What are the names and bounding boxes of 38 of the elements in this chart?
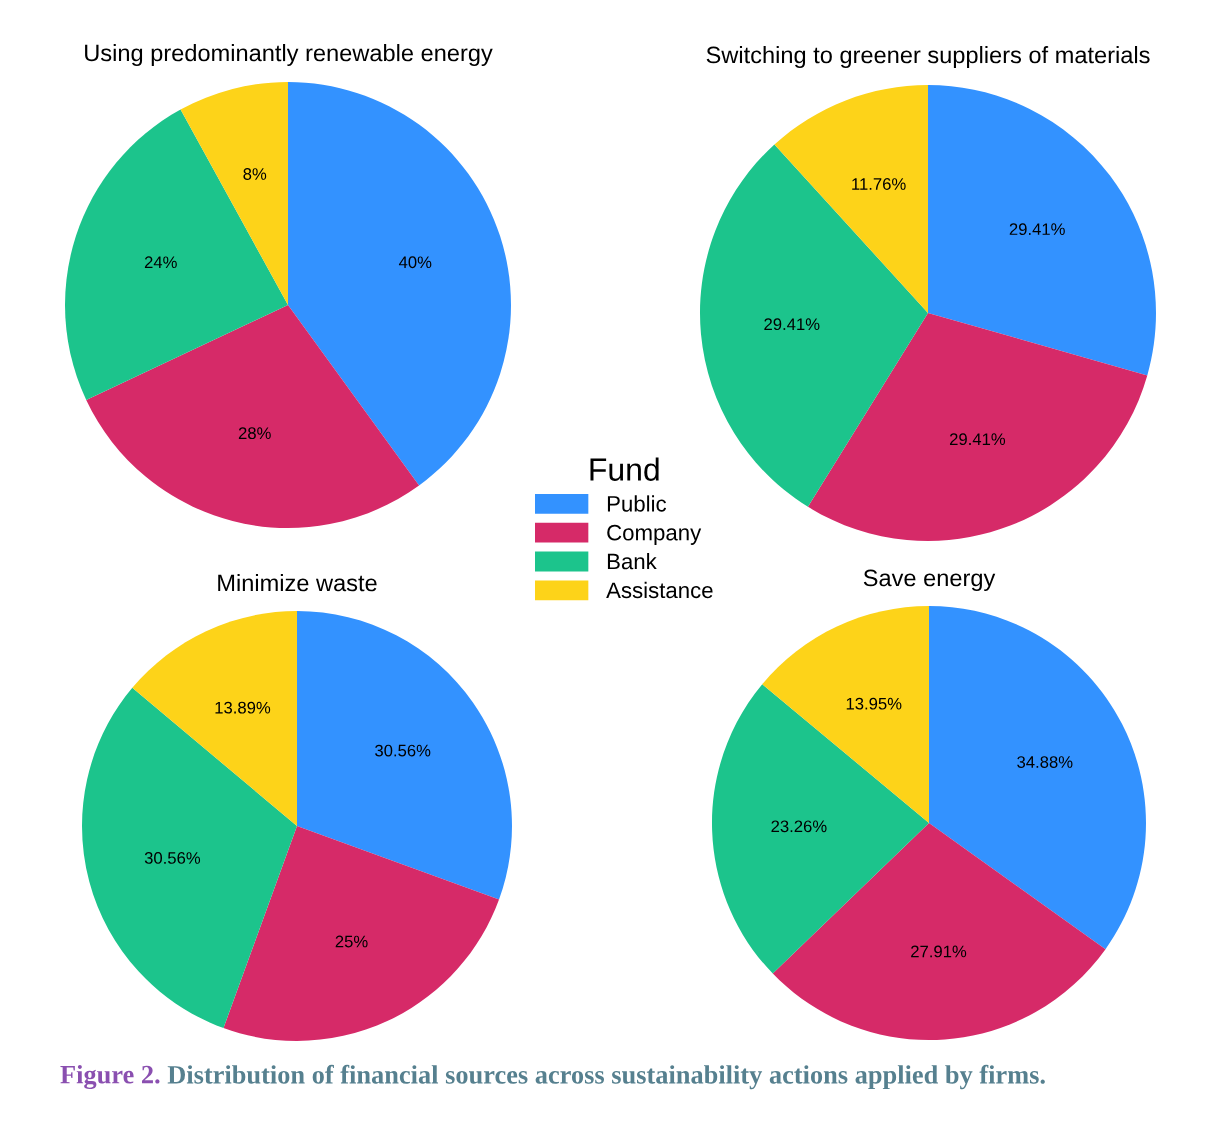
pie-slice	[928, 85, 1156, 376]
data-label: 29.41%	[1009, 223, 1065, 236]
pie-slice	[82, 687, 297, 1029]
chart-title: Using predominantly renewable energy	[85, 44, 493, 67]
data-label: 13.89%	[215, 701, 271, 714]
legend-title: Fund	[590, 457, 659, 481]
caption: Figure 2.	[60, 1064, 160, 1090]
data-label: 29.41%	[764, 318, 820, 331]
data-label: 13.95%	[846, 697, 902, 710]
chart-title: Minimize waste	[218, 573, 377, 592]
chart-title: Save energy	[863, 569, 996, 592]
data-label: 23.26%	[771, 820, 827, 833]
pie-slice	[65, 109, 288, 400]
data-label: 34.88%	[1017, 756, 1073, 768]
pie-slice	[700, 144, 928, 507]
data-label: 40%	[398, 256, 432, 269]
data-label: 25%	[335, 935, 368, 948]
pie-slice	[288, 82, 511, 486]
data-label: 11.76%	[852, 178, 906, 190]
data-label: 30.56%	[375, 744, 431, 757]
pie-slice	[86, 305, 420, 528]
pie-slice	[297, 611, 512, 900]
pie-slice	[132, 611, 297, 826]
data-label: 28%	[238, 427, 271, 440]
data-label: 29.41%	[949, 433, 1006, 446]
legend-label: Assistance	[606, 581, 713, 599]
pie-slice	[774, 85, 928, 313]
pie-slice	[223, 826, 500, 1041]
chart-title: Switching to greener suppliers of materials	[706, 46, 1150, 69]
data-label: 27.91%	[911, 945, 967, 958]
legend-label: Bank	[607, 553, 657, 570]
legend-label: Public	[607, 495, 667, 512]
pie-slice	[180, 82, 288, 305]
legend-label: Company	[607, 524, 702, 545]
data-label: 24%	[144, 256, 177, 269]
data-label: 30.56%	[144, 852, 201, 864]
text: Distribution of financial sources across sustainability actions applied by firms.	[167, 1064, 1045, 1090]
data-label: 8%	[243, 168, 267, 180]
